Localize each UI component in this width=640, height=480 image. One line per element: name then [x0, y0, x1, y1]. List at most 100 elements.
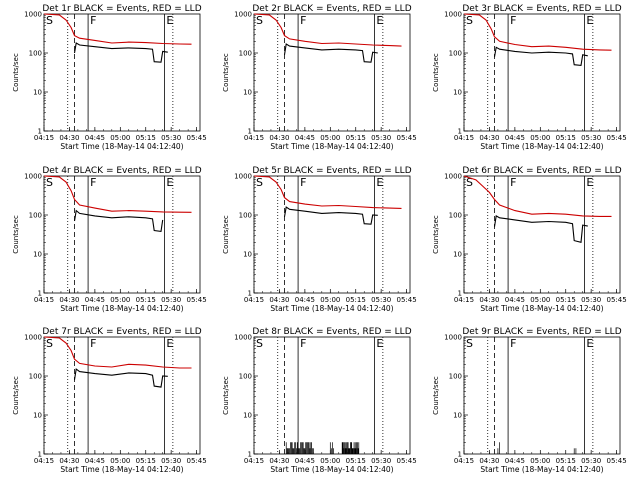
y-axis-label: Counts/sec — [432, 215, 440, 254]
y-tick-label: 1 — [458, 290, 462, 298]
marker-label-f: F — [510, 337, 516, 350]
y-tick-label: 1000 — [444, 173, 462, 181]
panel-9: Det 9r BLACK = Events, RED = LLD 1 10 100 10… — [432, 327, 627, 474]
x-tick-label: 05:15 — [556, 296, 576, 304]
x-tick-label: 05:45 — [397, 296, 417, 304]
events-series-line — [73, 209, 164, 233]
panel-title: Det 5r BLACK = Events, RED = LLD — [252, 166, 411, 176]
lld-series-line — [43, 336, 192, 369]
panel-8: Det 8r BLACK = Events, RED = LLD 1 10 100 10… — [222, 327, 417, 474]
y-axis-label: Counts/sec — [12, 376, 20, 415]
marker-label-e: E — [586, 337, 593, 350]
x-tick-label: 05:15 — [556, 134, 576, 142]
panel-title: Det 9r BLACK = Events, RED = LLD — [462, 327, 621, 337]
x-tick-label: 05:15 — [136, 296, 156, 304]
y-tick-label: 1000 — [234, 173, 252, 181]
x-tick-label: 05:00 — [320, 457, 340, 465]
x-tick-label: 05:15 — [346, 457, 366, 465]
events-series-line — [283, 43, 378, 63]
x-tick-label: 04:15 — [34, 296, 54, 304]
plot-frame — [43, 336, 201, 455]
x-tick-label: 05:00 — [110, 134, 130, 142]
x-tick-label: 04:15 — [244, 134, 264, 142]
marker-label-s: S — [46, 14, 53, 27]
x-tick-label: 05:00 — [530, 296, 550, 304]
y-tick-label: 100 — [29, 212, 42, 220]
plot-frame — [43, 175, 201, 294]
y-tick-label: 10 — [33, 251, 42, 259]
y-axis-label: Counts/sec — [222, 376, 230, 415]
lld-series-line — [463, 13, 612, 51]
y-tick-label: 1 — [38, 290, 42, 298]
plot-frame — [253, 13, 411, 132]
marker-label-f: F — [300, 14, 306, 27]
x-tick-label: 05:15 — [346, 134, 366, 142]
x-tick-label: 04:45 — [505, 134, 525, 142]
x-tick-label: 05:30 — [161, 296, 181, 304]
panel-title: Det 1r BLACK = Events, RED = LLD — [42, 4, 201, 14]
y-tick-label: 100 — [29, 50, 42, 58]
marker-label-e: E — [166, 337, 173, 350]
x-tick-label: 04:45 — [295, 134, 315, 142]
y-tick-label: 1000 — [444, 334, 462, 342]
lld-series-line — [253, 13, 402, 47]
x-tick-label: 04:30 — [479, 134, 499, 142]
y-tick-label: 10 — [33, 412, 42, 420]
y-tick-label: 1000 — [24, 334, 42, 342]
marker-label-e: E — [166, 176, 173, 189]
y-axis-label: Counts/sec — [222, 215, 230, 254]
y-tick-label: 10 — [453, 251, 462, 259]
y-axis-label: Counts/sec — [222, 53, 230, 92]
x-tick-label: 04:45 — [295, 457, 315, 465]
x-tick-label: 05:45 — [397, 134, 417, 142]
x-axis-label: Start Time (18-May-14 04:12:40) — [60, 465, 183, 474]
lld-series-line — [253, 175, 402, 209]
x-tick-label: 05:30 — [161, 134, 181, 142]
x-axis-label: Start Time (18-May-14 04:12:40) — [480, 142, 603, 151]
x-tick-label: 04:30 — [269, 296, 289, 304]
y-tick-label: 100 — [239, 373, 252, 381]
x-tick-label: 04:45 — [85, 457, 105, 465]
x-tick-label: 05:30 — [371, 134, 391, 142]
events-series-line — [73, 368, 168, 388]
y-tick-label: 10 — [453, 89, 462, 97]
x-tick-label: 04:30 — [59, 457, 79, 465]
x-tick-label: 05:45 — [187, 457, 207, 465]
x-axis-label: Start Time (18-May-14 04:12:40) — [270, 465, 393, 474]
marker-label-f: F — [90, 14, 96, 27]
x-tick-label: 05:15 — [136, 134, 156, 142]
x-tick-label: 04:30 — [269, 457, 289, 465]
x-tick-label: 05:30 — [161, 457, 181, 465]
x-tick-label: 05:45 — [607, 134, 627, 142]
marker-label-f: F — [300, 337, 306, 350]
plot-frame — [43, 13, 201, 132]
lld-series-line — [43, 13, 192, 45]
y-tick-label: 10 — [243, 251, 252, 259]
x-tick-label: 04:45 — [505, 296, 525, 304]
marker-label-e: E — [586, 14, 593, 27]
events-series-line — [283, 206, 378, 225]
y-tick-label: 1 — [458, 451, 462, 459]
x-tick-label: 04:45 — [295, 296, 315, 304]
x-axis-label: Start Time (18-May-14 04:12:40) — [480, 304, 603, 313]
x-tick-label: 05:00 — [320, 134, 340, 142]
panel-2: Det 2r BLACK = Events, RED = LLD 1 10 100 10… — [222, 4, 417, 151]
x-axis-label: Start Time (18-May-14 04:12:40) — [270, 304, 393, 313]
x-tick-label: 05:45 — [187, 296, 207, 304]
x-tick-label: 04:15 — [34, 457, 54, 465]
x-tick-label: 05:00 — [110, 296, 130, 304]
marker-label-e: E — [586, 176, 593, 189]
events-series-line — [73, 42, 168, 63]
x-tick-label: 04:15 — [244, 457, 264, 465]
panel-5: Det 5r BLACK = Events, RED = LLD 1 10 100 10… — [222, 166, 417, 313]
y-axis-label: Counts/sec — [12, 53, 20, 92]
x-tick-label: 05:45 — [397, 457, 417, 465]
y-tick-label: 100 — [239, 50, 252, 58]
y-tick-label: 100 — [239, 212, 252, 220]
x-tick-label: 04:30 — [479, 296, 499, 304]
panel-title: Det 3r BLACK = Events, RED = LLD — [462, 4, 621, 14]
y-tick-label: 1000 — [234, 11, 252, 19]
marker-label-s: S — [466, 176, 473, 189]
x-tick-label: 04:30 — [59, 134, 79, 142]
